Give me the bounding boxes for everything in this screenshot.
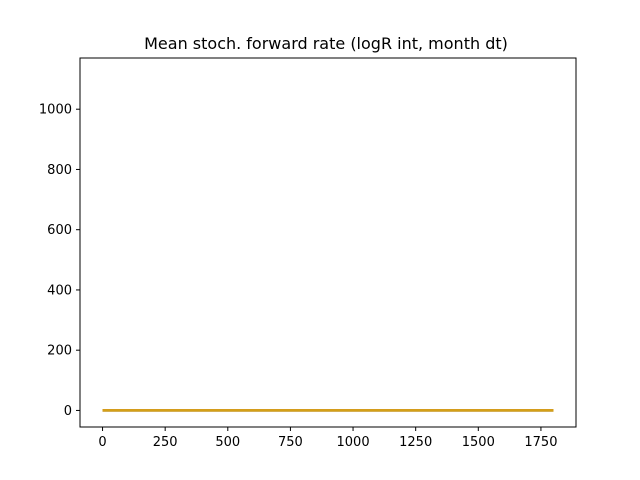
x-tick-label-5: 1250 — [399, 435, 432, 450]
y-tick-label-0: 0 — [64, 404, 72, 419]
x-axis: 0 250 500 750 1000 1250 1500 1750 — [98, 427, 557, 450]
plot-area — [79, 57, 577, 428]
x-tick-label-6: 1500 — [462, 435, 495, 450]
x-tick-label-4: 1000 — [337, 435, 370, 450]
chart-title: Mean stoch. forward rate (logR int, mont… — [144, 34, 508, 53]
x-tick-label-2: 500 — [215, 435, 240, 450]
axes-frame — [79, 57, 577, 428]
y-tick-label-3: 600 — [47, 223, 72, 238]
x-tick-label-7: 1750 — [524, 435, 557, 450]
y-tick-label-2: 400 — [47, 283, 72, 298]
y-tick-label-5: 1000 — [39, 103, 72, 118]
y-tick-label-4: 800 — [47, 163, 72, 178]
x-tick-label-3: 750 — [278, 435, 303, 450]
x-tick-label-1: 250 — [153, 435, 178, 450]
axes-background — [80, 58, 576, 427]
y-axis: 0 200 400 600 800 1000 — [39, 103, 80, 419]
x-tick-label-0: 0 — [98, 435, 106, 450]
y-tick-label-1: 200 — [47, 344, 72, 359]
